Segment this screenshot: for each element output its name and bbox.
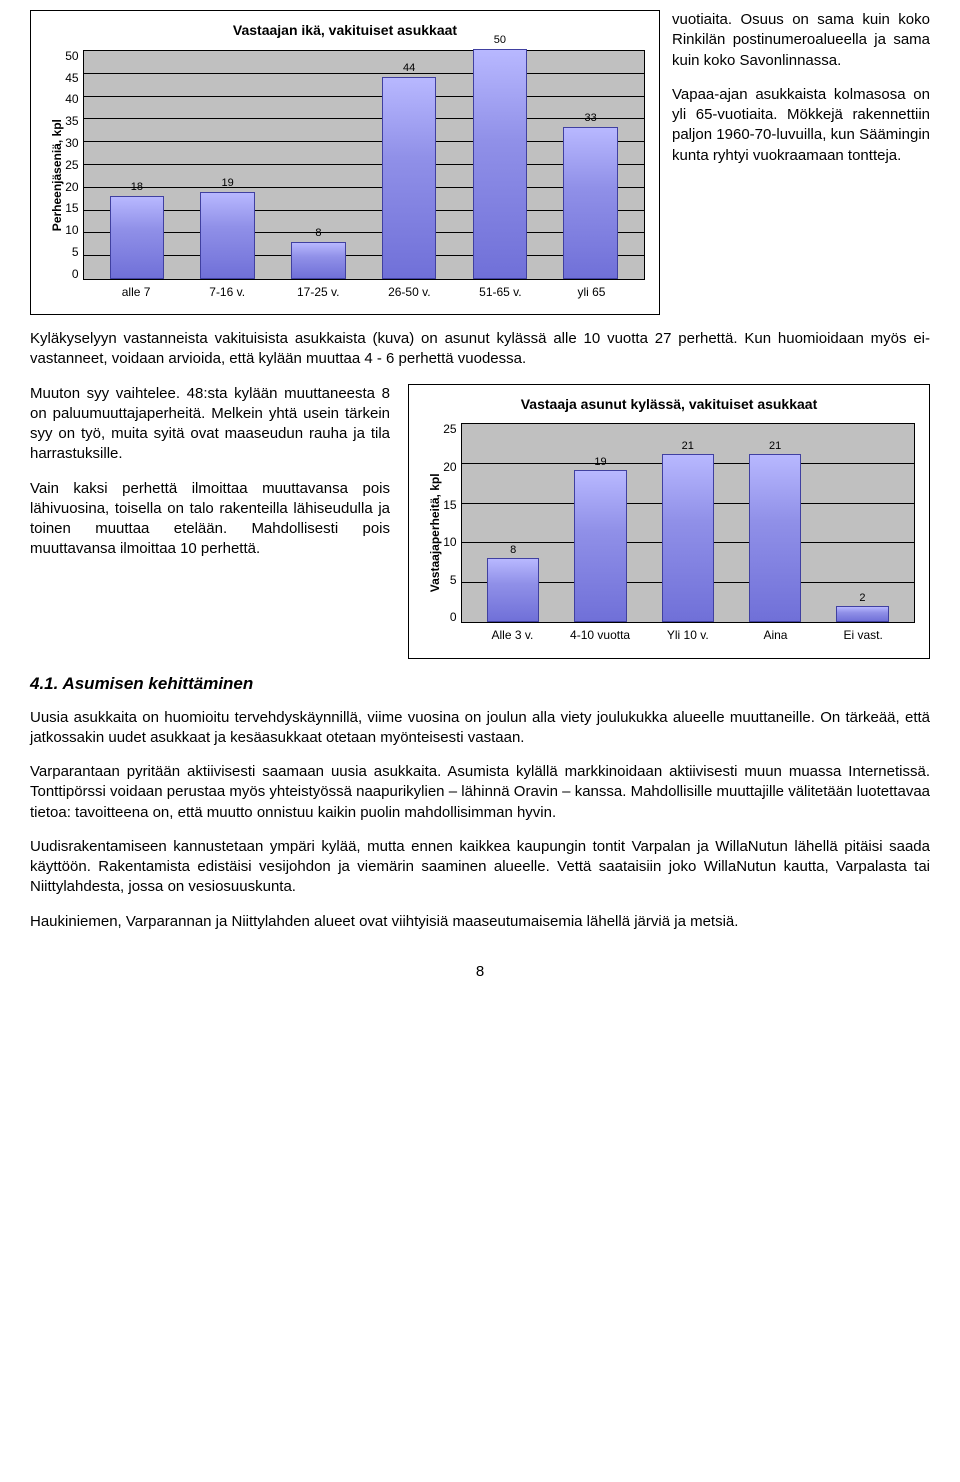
chart2-xticks: Alle 3 v.4-10 vuottaYli 10 v.AinaEi vast… — [461, 623, 915, 643]
chart2-ylabel: Vastaajaperheitä, kpl — [423, 423, 443, 643]
chart1-plot: 18198445033 — [83, 50, 645, 280]
mid-text: Muuton syy vaihtelee. 48:sta kylään muut… — [30, 384, 390, 659]
chart1-ylabel: Perheenjäseniä, kpl — [45, 50, 65, 300]
body-p1: Kyläkyselyyn vastanneista vakituisista a… — [30, 329, 930, 370]
chart1-frame: Vastaajan ikä, vakituiset asukkaat Perhe… — [30, 10, 660, 315]
body-p4: Uudisrakentamiseen kannustetaan ympäri k… — [30, 837, 930, 898]
bar: 19 — [182, 176, 273, 279]
body-p2: Uusia asukkaita on huomioitu tervehdyskä… — [30, 708, 930, 749]
body-rest: 4.1. Asumisen kehittäminen Uusia asukkai… — [30, 673, 930, 932]
bar: 18 — [92, 180, 183, 279]
bar: 8 — [273, 226, 364, 279]
top-row: Vastaajan ikä, vakituiset asukkaat Perhe… — [30, 10, 930, 315]
side-text: vuotiaita. Osuus on sama kuin koko Rinki… — [672, 10, 930, 315]
bar: 44 — [364, 61, 455, 279]
chart2-title: Vastaaja asunut kylässä, vakituiset asuk… — [423, 395, 915, 414]
side-p1: vuotiaita. Osuus on sama kuin koko Rinki… — [672, 10, 930, 71]
mid-p1: Muuton syy vaihtelee. 48:sta kylään muut… — [30, 384, 390, 465]
mid-p2: Vain kaksi perhettä ilmoittaa muuttavans… — [30, 479, 390, 560]
chart1-yticks: 50454035302520151050 — [65, 50, 82, 280]
bar: 21 — [644, 439, 731, 623]
chart1-xticks: alle 77-16 v.17-25 v.26-50 v.51-65 v.yli… — [83, 280, 645, 300]
mid-row: Muuton syy vaihtelee. 48:sta kylään muut… — [30, 384, 930, 659]
bar: 19 — [557, 455, 644, 623]
bar: 50 — [455, 33, 546, 279]
bar: 21 — [731, 439, 818, 623]
chart2-plot: 81921212 — [461, 423, 915, 623]
bar: 2 — [819, 591, 906, 623]
section-heading: 4.1. Asumisen kehittäminen — [30, 673, 930, 696]
chart1-title: Vastaajan ikä, vakituiset asukkaat — [45, 21, 645, 40]
chart2-yticks: 2520151050 — [443, 423, 460, 623]
body-p5: Haukiniemen, Varparannan ja Niittylahden… — [30, 912, 930, 932]
body-p3: Varparantaan pyritään aktiivisesti saama… — [30, 762, 930, 823]
chart2-frame: Vastaaja asunut kylässä, vakituiset asuk… — [408, 384, 930, 659]
side-p2: Vapaa-ajan asukkaista kolmasosa on yli 6… — [672, 85, 930, 166]
bar: 33 — [545, 111, 636, 279]
page-number: 8 — [30, 962, 930, 982]
bar: 8 — [470, 543, 557, 623]
body-text: Kyläkyselyyn vastanneista vakituisista a… — [30, 329, 930, 370]
